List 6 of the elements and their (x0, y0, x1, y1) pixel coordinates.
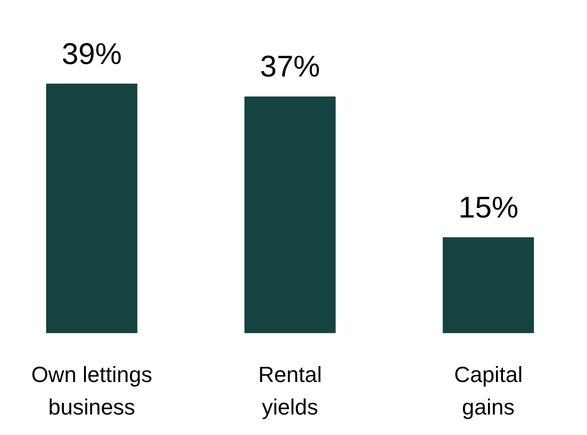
data-label: 37% (260, 50, 320, 84)
x-tick-label: Own lettings business (31, 362, 152, 420)
data-label: 15% (458, 191, 518, 224)
data-label: 39% (62, 38, 122, 71)
x-tick-label: Rental yields (258, 362, 322, 420)
x-tick-label: Capital gains (454, 362, 523, 420)
